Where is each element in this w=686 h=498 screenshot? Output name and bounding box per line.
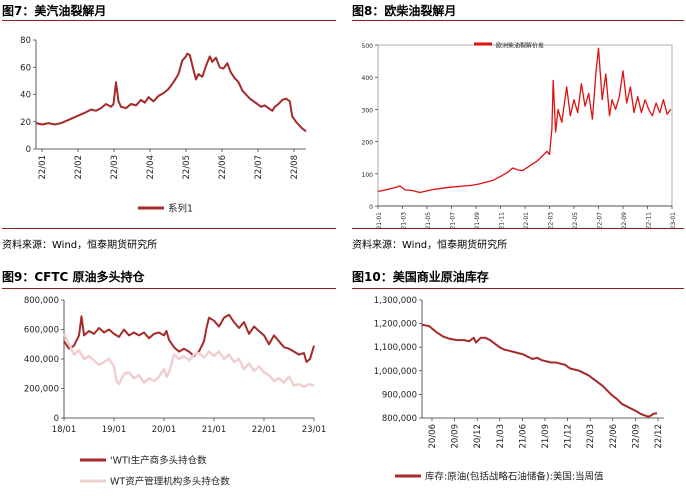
y-tick-label: 800,000 [382, 414, 417, 424]
x-tick-label: 21-09 [474, 212, 481, 230]
series-line-2 [62, 333, 315, 389]
figure-9-rule [2, 288, 336, 289]
figure-10-rule [352, 288, 684, 289]
legend-label-1: 欧洲柴油裂解价差 [496, 42, 544, 50]
y-tick-label: 200,000 [24, 385, 59, 395]
x-tick-label: 21/09 [541, 424, 551, 449]
y-tick-label: 1,200,000 [374, 320, 417, 330]
chart-9: 0 200,000 400,000 600,000 800,000 18/01 19/01 2… [24, 296, 327, 488]
y-tick-label: 500 [362, 43, 374, 50]
x-tick-label: 22-01 [523, 212, 530, 230]
y-tick-label: 20 [20, 118, 31, 128]
x-tick-label: 22-07 [597, 212, 604, 230]
figure-8-source: 资料来源：Wind，恒泰期货研究所 [352, 240, 508, 251]
x-tick-label: 19/01 [102, 425, 127, 435]
x-tick-label: 22-09 [621, 212, 628, 230]
x-tick-label: 22/08 [290, 155, 300, 180]
figure-7-rule [2, 20, 336, 21]
x-tick-label: 20/12 [473, 424, 483, 449]
x-tick-label: 22/07 [254, 155, 264, 180]
x-tick-label: 21-11 [499, 212, 506, 230]
figure-10-title: 图10：美国商业原油库存 [352, 270, 489, 284]
y-tick-label: 80 [20, 36, 31, 46]
x-tick-label: 22-05 [572, 212, 579, 230]
chart-7: 0 20 40 60 80 22/01 22/02 22/03 22/04 22/05 22/06 2… [20, 36, 307, 215]
x-tick-label: 22/05 [182, 155, 192, 180]
x-tick-label: 21-01 [376, 212, 383, 230]
chart-8: 0 100 200 300 400 500 21-01 21-03 21-05 21-07 21-0… [362, 42, 677, 230]
y-tick-label: 300 [362, 107, 374, 114]
x-tick-label: 21/03 [496, 424, 506, 449]
x-tick-label: 20/09 [451, 424, 461, 449]
series-line-1 [377, 47, 672, 194]
y-tick-label: 600,000 [24, 326, 59, 336]
x-tick-label: 22-03 [548, 212, 555, 230]
x-tick-label: 22/03 [586, 424, 596, 449]
y-tick-label: 1,100,000 [374, 343, 417, 353]
figure-7-bottom-rule [2, 228, 336, 229]
x-tick-label: 22/12 [654, 424, 664, 449]
y-tick-label: 400 [362, 75, 374, 82]
y-tick-label: 0 [54, 414, 59, 424]
x-tick-label: 20/06 [428, 424, 438, 449]
x-tick-label: 18/01 [52, 425, 77, 435]
x-tick-label: 22/09 [631, 424, 641, 449]
x-tick-label: 23-01 [670, 212, 677, 230]
series-line-1 [63, 313, 315, 363]
legend-label-2: WT资产管理机构多头持仓数 [110, 476, 230, 488]
y-tick-label: 0 [369, 204, 373, 211]
figure-9-title: 图9：CFTC 原油多头持仓 [2, 270, 145, 284]
y-tick-label: 400,000 [24, 355, 59, 365]
y-tick-label: 100 [362, 172, 374, 179]
x-tick-label: 21/01 [202, 425, 227, 435]
legend-label-1: 'WTI生产商多头持仓数 [110, 455, 207, 467]
y-tick-label: 60 [20, 63, 31, 73]
x-tick-label: 22/02 [74, 155, 84, 180]
x-tick-label: 22/06 [218, 155, 228, 180]
x-tick-label: 21/12 [564, 424, 574, 449]
x-tick-label: 20/01 [152, 425, 177, 435]
x-tick-label: 23/01 [302, 425, 327, 435]
x-tick-label: 21/06 [518, 424, 528, 449]
plot-frame [377, 44, 673, 207]
x-tick-label: 22/01 [38, 155, 48, 180]
x-tick-label: 22/01 [252, 425, 277, 435]
x-tick-label: 21-03 [401, 212, 408, 230]
figure-7-title: 图7：美汽油裂解月 [2, 4, 107, 18]
x-tick-label: 22/06 [609, 424, 619, 449]
series-line-1 [421, 323, 658, 418]
figure-8-bottom-rule [352, 228, 684, 229]
legend-label-1: 库存:原油(包括战略石油储备):美国:当周值 [425, 471, 604, 483]
x-tick-label: 21-07 [450, 212, 457, 230]
y-tick-label: 800,000 [24, 296, 59, 306]
x-tick-label: 22/04 [146, 155, 156, 180]
y-tick-label: 200 [362, 140, 374, 147]
series-line-1 [35, 52, 307, 133]
chart-10: 800,000 900,000 1,000,000 1,100,000 1,200,00… [374, 296, 664, 483]
figure-8-title: 图8：欧柴油裂解月 [352, 4, 457, 18]
y-tick-label: 1,300,000 [374, 296, 417, 306]
figure-7-source: 资料来源：Wind，恒泰期货研究所 [2, 240, 158, 251]
figure-8-rule [352, 20, 684, 21]
x-tick-label: 22-11 [646, 212, 653, 230]
y-tick-label: 1,000,000 [374, 367, 417, 377]
x-tick-label: 21-05 [425, 212, 432, 230]
x-tick-label: 22/03 [110, 155, 120, 180]
y-tick-label: 900,000 [382, 390, 417, 400]
y-tick-label: 40 [20, 91, 31, 101]
legend-label-1: 系列1 [168, 203, 193, 215]
y-tick-label: 0 [26, 145, 31, 155]
